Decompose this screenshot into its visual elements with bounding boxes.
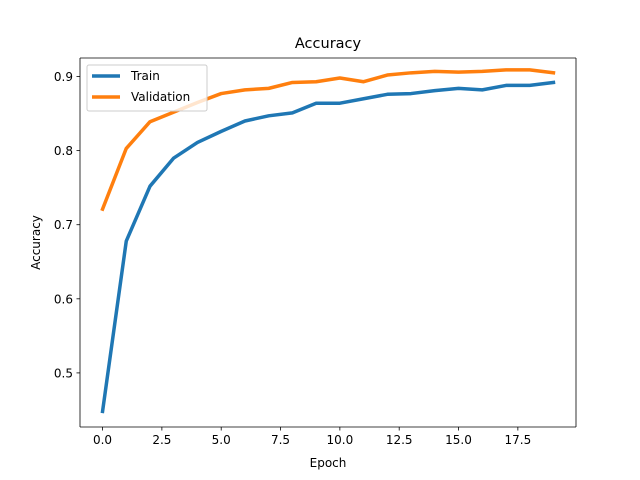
x-tick-label: 5.0 xyxy=(212,433,231,447)
y-tick-label: 0.8 xyxy=(54,144,73,158)
legend: Train Validation xyxy=(86,64,208,112)
legend-label-train: Train xyxy=(130,69,160,83)
y-tick-label: 0.9 xyxy=(54,70,73,84)
y-tick-label: 0.5 xyxy=(54,366,73,380)
x-tick-label: 12.5 xyxy=(386,433,413,447)
y-tick-label: 0.6 xyxy=(54,292,73,306)
x-tick-label: 0.0 xyxy=(93,433,112,447)
y-axis-label: Accuracy xyxy=(29,215,43,270)
x-axis-label: Epoch xyxy=(310,456,347,470)
y-tick-label: 0.7 xyxy=(54,218,73,232)
plot-area xyxy=(80,58,576,427)
x-ticks: 0.0 2.5 5.0 7.5 10.0 12.5 15.0 17.5 xyxy=(93,427,531,447)
axes-layer xyxy=(79,57,577,428)
x-tick-label: 15.0 xyxy=(445,433,472,447)
chart-title: Accuracy xyxy=(295,36,362,52)
x-tick-label: 7.5 xyxy=(271,433,290,447)
x-tick-label: 2.5 xyxy=(152,433,171,447)
series-line-train xyxy=(100,80,556,414)
x-tick-label: 17.5 xyxy=(504,433,531,447)
x-tick-label: 10.0 xyxy=(327,433,354,447)
y-ticks: 0.5 0.6 0.7 0.8 0.9 xyxy=(54,70,80,380)
legend-label-validation: Validation xyxy=(131,90,190,104)
